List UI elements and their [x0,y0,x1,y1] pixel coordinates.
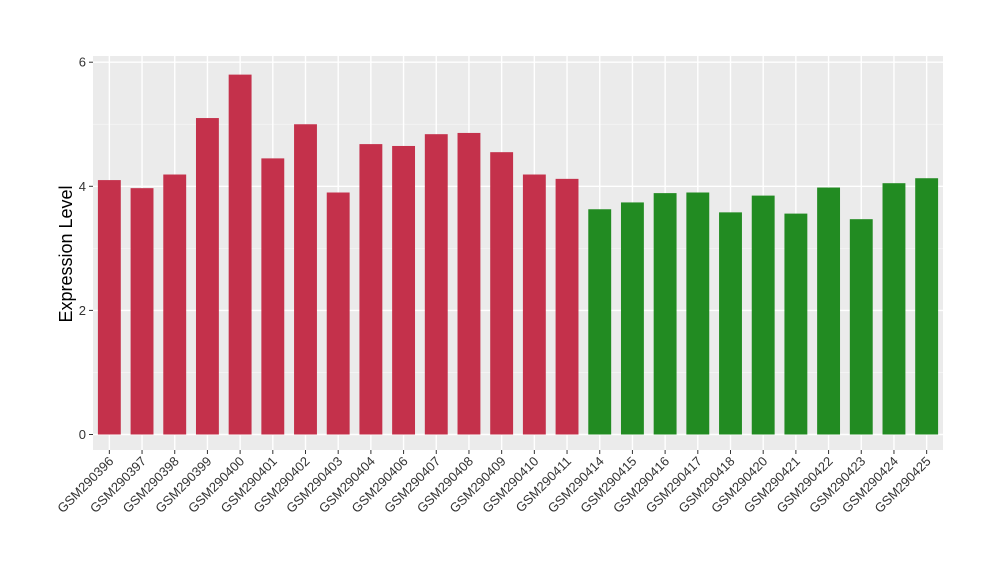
y-axis-title: Expression Level [56,185,76,322]
bar-gsm290411 [555,178,579,435]
bar-gsm290414 [588,209,612,435]
bars [97,74,939,435]
bar-gsm290421 [784,213,808,435]
bar-gsm290423 [849,219,873,435]
x-axis: GSM290396GSM290397GSM290398GSM290399GSM2… [54,450,934,516]
bar-gsm290425 [915,178,939,435]
plot-panel [93,56,943,450]
y-axis: 0 2 4 6 [79,55,93,442]
bar-gsm290398 [163,174,187,435]
bar-gsm290422 [817,187,841,435]
bar-gsm290416 [653,193,677,435]
bar-gsm290409 [490,152,514,435]
bar-gsm290396 [97,180,121,435]
y-tick-label: 6 [79,55,86,70]
y-tick-label: 2 [79,303,86,318]
y-tick-label: 4 [79,179,86,194]
bar-gsm290407 [424,134,448,435]
bar-gsm290415 [620,202,644,435]
bar-gsm290403 [326,192,350,435]
bar-gsm290399 [195,118,219,435]
bar-gsm290408 [457,132,481,435]
bar-gsm290400 [228,74,252,435]
bar-gsm290397 [130,188,154,435]
bar-gsm290410 [522,174,546,435]
bar-gsm290406 [392,145,416,435]
bar-gsm290424 [882,183,906,435]
bar-gsm290402 [294,124,317,435]
y-tick-label: 0 [79,427,86,442]
bar-gsm290418 [719,212,742,435]
bar-gsm290420 [751,195,775,435]
bar-gsm290404 [359,144,383,435]
bar-gsm290417 [686,192,710,435]
bar-gsm290401 [261,158,285,435]
